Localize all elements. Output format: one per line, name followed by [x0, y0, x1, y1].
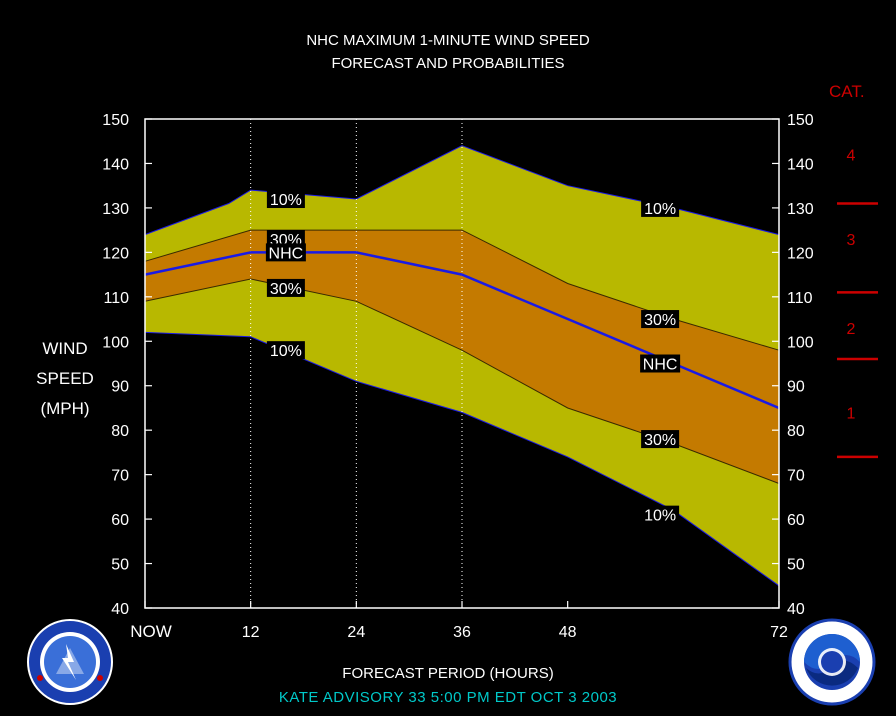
y-axis-label-line-1: WIND — [42, 339, 88, 358]
band-label: 10% — [270, 343, 302, 360]
y-tick-label-right: 90 — [787, 379, 805, 396]
y-tick-label-left: 130 — [102, 201, 129, 218]
y-tick-label-right: 110 — [787, 290, 813, 307]
y-tick-label-left: 40 — [111, 601, 129, 618]
y-tick-label-right: 50 — [787, 557, 805, 574]
band-30-percent — [145, 230, 779, 484]
y-tick-label-right: 70 — [787, 468, 805, 485]
y-tick-label-right: 130 — [787, 201, 814, 218]
y-axis-label-line-2: SPEED — [36, 369, 94, 388]
band-label: NHC — [269, 245, 304, 262]
noaa-logo — [788, 618, 876, 706]
y-tick-label-left: 120 — [102, 245, 129, 262]
band-label: 10% — [644, 201, 676, 218]
label-box — [265, 243, 306, 262]
label-box — [266, 190, 305, 209]
chart-title-line-1: NHC MAXIMUM 1-MINUTE WIND SPEED — [306, 32, 590, 49]
label-box — [641, 198, 680, 217]
y-tick-label-left: 140 — [102, 156, 129, 173]
label-box — [266, 278, 305, 297]
advisory-line: KATE ADVISORY 33 5:00 PM EDT OCT 3 2003 — [278, 689, 618, 706]
x-tick-label: 48 — [559, 624, 577, 641]
y-tick-label-right: 80 — [787, 423, 805, 440]
band-label: 30% — [270, 281, 302, 298]
x-axis-label: FORECAST PERIOD (HOURS) — [342, 665, 554, 682]
label-box — [641, 505, 680, 524]
y-tick-label-left: 150 — [102, 112, 129, 129]
y-tick-label-left: 70 — [111, 468, 129, 485]
y-axis-label-line-3: (MPH) — [40, 399, 90, 418]
x-tick-label: 12 — [242, 624, 260, 641]
band-label: 30% — [644, 312, 676, 329]
y-tick-label-right: 140 — [787, 156, 814, 173]
x-tick-label: 72 — [770, 624, 788, 641]
x-tick-label: NOW — [130, 622, 172, 641]
band-label: NHC — [643, 357, 678, 374]
nws-logo — [27, 619, 113, 705]
y-tick-label-left: 110 — [103, 290, 129, 307]
label-box — [640, 354, 681, 373]
y-tick-label-right: 120 — [787, 245, 814, 262]
y-tick-label-right: 150 — [787, 112, 814, 129]
label-box — [641, 310, 680, 329]
category-label: 4 — [847, 148, 856, 165]
y-tick-label-right: 60 — [787, 512, 805, 529]
y-tick-label-left: 80 — [111, 423, 129, 440]
category-label: 1 — [847, 405, 856, 422]
y-tick-label-right: 100 — [787, 334, 814, 351]
category-label: 3 — [847, 232, 856, 249]
label-box — [641, 430, 680, 449]
y-tick-label-left: 100 — [102, 334, 129, 351]
chart-title-line-2: FORECAST AND PROBABILITIES — [331, 55, 565, 72]
y-tick-label-left: 60 — [111, 512, 129, 529]
y-tick-label-right: 40 — [787, 601, 805, 618]
category-label: 2 — [847, 321, 856, 338]
label-box — [266, 341, 305, 360]
x-tick-label: 36 — [453, 624, 471, 641]
band-label: 10% — [270, 192, 302, 209]
x-tick-label: 24 — [347, 624, 365, 641]
band-label: 10% — [644, 508, 676, 525]
category-header: CAT. — [829, 82, 865, 101]
y-tick-label-left: 90 — [111, 379, 129, 396]
y-tick-label-left: 50 — [111, 557, 129, 574]
band-label: 30% — [644, 432, 676, 449]
